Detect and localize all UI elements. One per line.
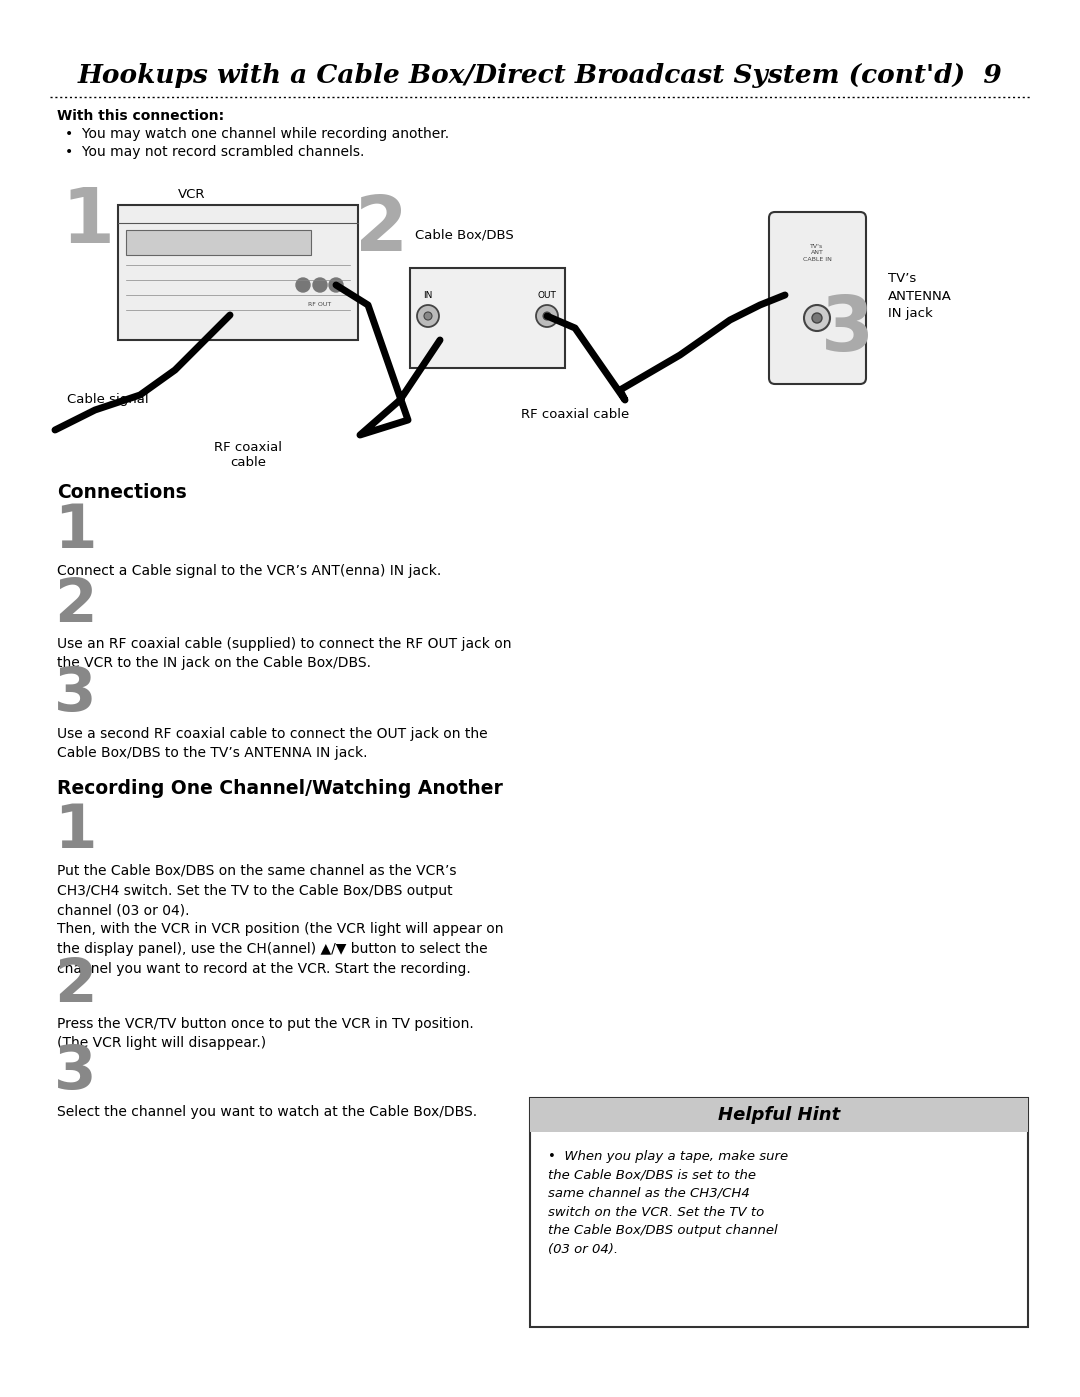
Bar: [530, 1098, 1028, 1132]
Text: 3: 3: [54, 665, 96, 725]
Text: Press the VCR/TV button once to put the VCR in TV position.
(The VCR light will : Press the VCR/TV button once to put the …: [57, 1017, 474, 1051]
Text: 2: 2: [54, 576, 96, 634]
Text: With this connection:: With this connection:: [57, 109, 225, 123]
Bar: [118, 205, 357, 339]
Text: •  You may watch one channel while recording another.: • You may watch one channel while record…: [65, 127, 449, 141]
Text: IN: IN: [423, 292, 433, 300]
Bar: [126, 231, 311, 256]
Text: RF OUT: RF OUT: [309, 303, 332, 307]
Circle shape: [296, 278, 310, 292]
Text: •  When you play a tape, make sure
the Cable Box/DBS is set to the
same channel : • When you play a tape, make sure the Ca…: [548, 1150, 788, 1256]
Text: VCR: VCR: [178, 189, 205, 201]
Text: TV’s
ANTENNA
IN jack: TV’s ANTENNA IN jack: [888, 271, 951, 320]
Text: 2: 2: [355, 193, 408, 267]
FancyBboxPatch shape: [769, 212, 866, 384]
Text: RF coaxial
cable: RF coaxial cable: [214, 441, 282, 469]
Circle shape: [424, 312, 432, 320]
Text: Select the channel you want to watch at the Cable Box/DBS.: Select the channel you want to watch at …: [57, 1105, 477, 1119]
Text: Connections: Connections: [57, 482, 187, 502]
Text: RF coaxial cable: RF coaxial cable: [521, 408, 630, 422]
Text: •  You may not record scrambled channels.: • You may not record scrambled channels.: [65, 145, 364, 159]
Text: 1: 1: [54, 503, 96, 562]
Text: TV's
ANT
CABLE IN: TV's ANT CABLE IN: [802, 244, 832, 261]
Text: Recording One Channel/Watching Another: Recording One Channel/Watching Another: [57, 778, 503, 798]
Text: OUT: OUT: [538, 292, 556, 300]
Text: Helpful Hint: Helpful Hint: [718, 1106, 840, 1125]
Text: Cable Box/DBS: Cable Box/DBS: [415, 229, 514, 242]
Circle shape: [329, 278, 343, 292]
Circle shape: [543, 312, 551, 320]
Text: Put the Cable Box/DBS on the same channel as the VCR’s
CH3/CH4 switch. Set the T: Put the Cable Box/DBS on the same channe…: [57, 863, 503, 975]
Bar: [410, 268, 565, 367]
Circle shape: [812, 313, 822, 323]
Text: Connect a Cable signal to the VCR’s ANT(enna) IN jack.: Connect a Cable signal to the VCR’s ANT(…: [57, 564, 442, 578]
Text: 2: 2: [54, 956, 96, 1014]
Bar: [530, 1098, 1028, 1327]
Text: 3: 3: [822, 293, 875, 367]
Text: 3: 3: [54, 1044, 96, 1102]
Text: Hookups with a Cable Box/Direct Broadcast System (cont'd)  9: Hookups with a Cable Box/Direct Broadcas…: [78, 63, 1002, 88]
Text: Use an RF coaxial cable (supplied) to connect the RF OUT jack on
the VCR to the : Use an RF coaxial cable (supplied) to co…: [57, 637, 512, 671]
Circle shape: [313, 278, 327, 292]
Circle shape: [804, 305, 831, 331]
Text: Use a second RF coaxial cable to connect the OUT jack on the
Cable Box/DBS to th: Use a second RF coaxial cable to connect…: [57, 726, 488, 760]
Text: 1: 1: [54, 802, 96, 862]
Circle shape: [536, 305, 558, 327]
Text: 1: 1: [62, 184, 114, 258]
Text: Cable signal: Cable signal: [67, 394, 149, 407]
Circle shape: [417, 305, 438, 327]
